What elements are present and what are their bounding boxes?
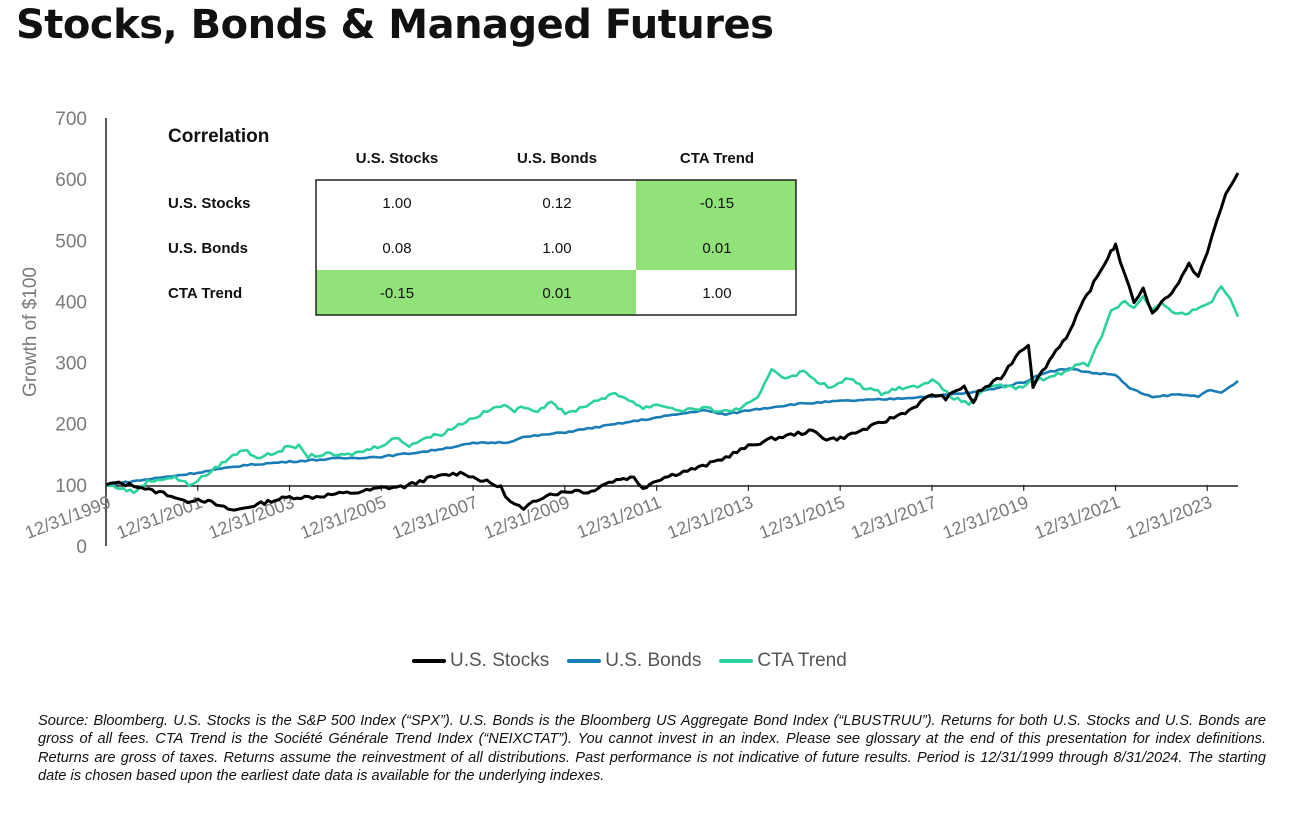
table-cell: 1.00: [542, 240, 571, 257]
x-tick-label: 12/31/2017: [848, 492, 939, 543]
legend-swatch-cta-trend: [719, 659, 754, 663]
y-tick-label: 400: [55, 292, 87, 313]
table-cell-highlight: [316, 270, 476, 315]
table-cell: 0.01: [542, 285, 571, 302]
series-lines: [105, 172, 1240, 512]
table-column-header: CTA Trend: [680, 150, 754, 167]
legend-item-cta-trend: CTA Trend: [719, 650, 847, 672]
y-tick-label: 500: [55, 231, 87, 252]
table-cell-highlight: [636, 225, 796, 270]
legend-swatch-us-bonds: [567, 659, 602, 663]
x-tick-label: 12/31/2023: [1123, 492, 1214, 543]
x-tick-label: 12/31/2021: [1032, 492, 1123, 543]
series-line-u-s-stocks: [105, 172, 1240, 512]
table-cell-highlight: [476, 270, 636, 315]
legend-label-us-stocks: U.S. Stocks: [450, 650, 550, 671]
x-tick-label: 12/31/2019: [940, 492, 1031, 543]
legend-label-cta-trend: CTA Trend: [757, 650, 847, 671]
table-cell: 1.00: [382, 195, 411, 212]
x-axis-ticks: 12/31/1999 12/31/2001 12/31/2003 12/31/2005…: [22, 484, 1215, 543]
table-row-header: U.S. Bonds: [168, 240, 248, 257]
legend-swatch-us-stocks: [412, 659, 446, 663]
source-footnote: Source: Bloomberg. U.S. Stocks is the S&…: [38, 713, 1266, 785]
legend-item-us-stocks: U.S. Stocks: [412, 650, 549, 672]
x-tick-label: 12/31/2007: [389, 492, 480, 543]
x-tick-label: 12/31/2001: [114, 492, 205, 543]
line-chart: 0 100 200 300 400 500 600 700 Growth of $100 12…: [20, 109, 1240, 558]
y-axis-label: Growth of $100: [20, 267, 41, 397]
x-tick-label: 12/31/1999: [22, 492, 113, 543]
table-cell: 1.00: [702, 285, 731, 302]
table-row-header: U.S. Stocks: [168, 195, 251, 212]
page-title: Stocks, Bonds & Managed Futures: [16, 2, 774, 48]
x-tick-label: 12/31/2013: [665, 492, 756, 543]
table-cell-highlight: [636, 180, 796, 225]
legend-item-us-bonds: U.S. Bonds: [567, 650, 701, 672]
y-tick-label: 300: [55, 354, 87, 375]
legend: U.S. Stocks U.S. Bonds CTA Trend: [412, 650, 847, 672]
table-cell: -0.15: [700, 195, 734, 212]
table-cell: 0.08: [382, 240, 411, 257]
table-cell: 0.12: [542, 195, 571, 212]
table-border: [315, 179, 797, 316]
legend-label-us-bonds: U.S. Bonds: [605, 650, 702, 671]
series-line-u-s-bonds: [105, 367, 1239, 487]
correlation-table: Correlation U.S. Stocks U.S. Bonds CTA Tren…: [168, 126, 797, 316]
table-row-header: CTA Trend: [168, 285, 242, 302]
x-tick-label: 12/31/2003: [206, 492, 297, 543]
x-tick-label: 12/31/2009: [481, 492, 572, 543]
y-tick-label: 600: [55, 170, 87, 191]
y-tick-label: 100: [55, 476, 87, 497]
table-cell: 0.01: [702, 240, 731, 257]
y-axis-ticks: 0 100 200 300 400 500 600 700: [55, 109, 87, 558]
x-tick-label: 12/31/2005: [297, 492, 388, 543]
y-tick-label: 200: [55, 415, 87, 436]
table-column-header: U.S. Bonds: [517, 150, 597, 167]
table-column-header: U.S. Stocks: [356, 150, 439, 167]
y-tick-label: 0: [76, 537, 87, 558]
x-tick-label: 12/31/2011: [574, 492, 664, 542]
table-title: Correlation: [168, 126, 269, 147]
x-tick-label: 12/31/2015: [756, 492, 847, 543]
y-tick-label: 700: [55, 109, 87, 130]
table-cell: -0.15: [380, 285, 414, 302]
